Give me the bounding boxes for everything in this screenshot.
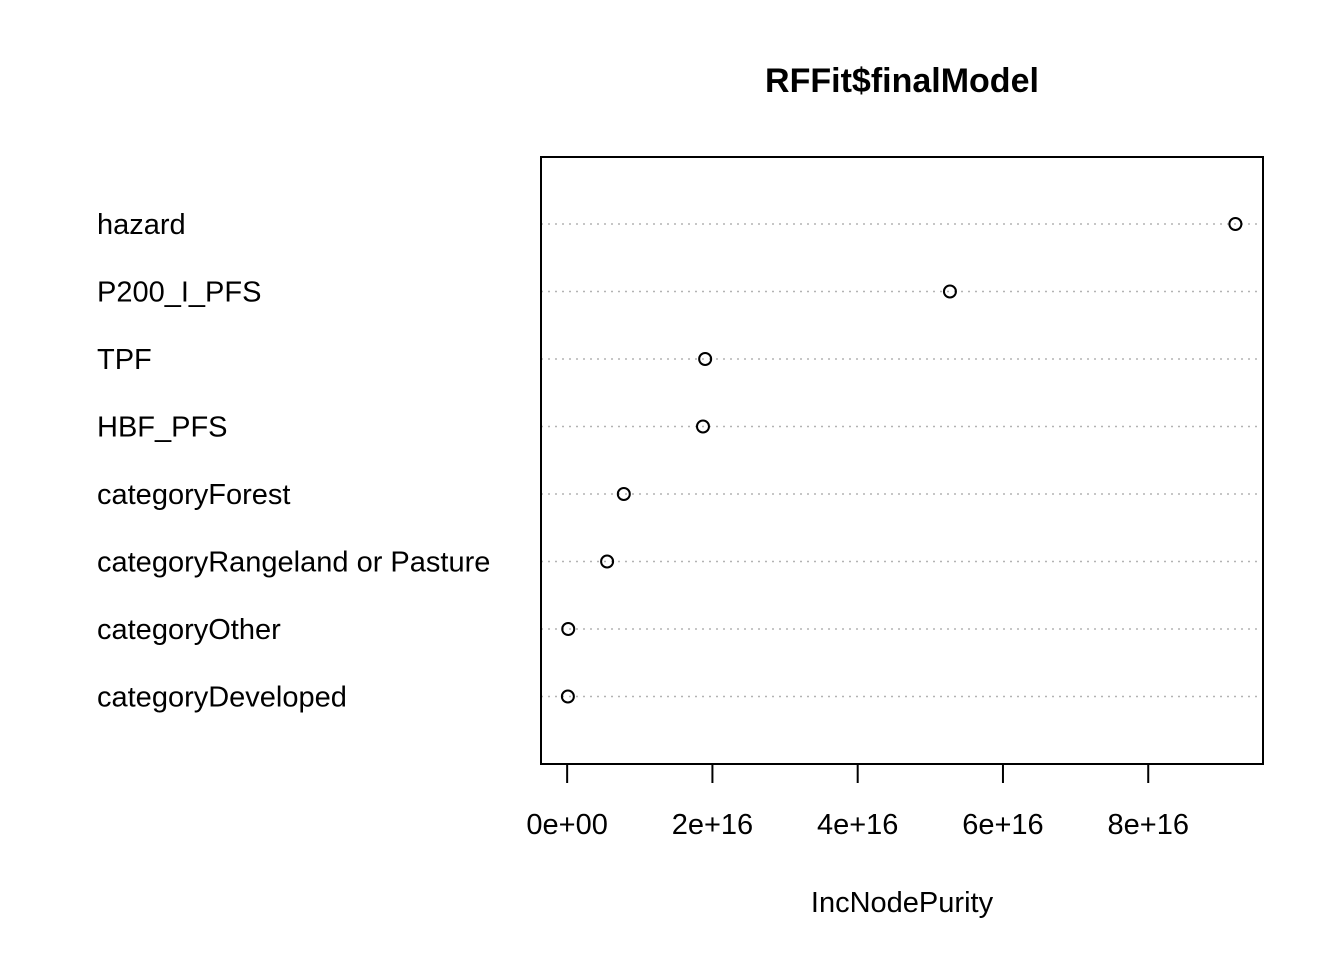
- x-axis: 0e+00 2e+16 4e+16 6e+16 8e+16: [526, 763, 1189, 841]
- data-points: [560, 217, 1243, 704]
- category-label: HBF_PFS: [97, 412, 228, 444]
- x-axis-label: IncNodePurity: [811, 887, 994, 919]
- x-tick-label: 4e+16: [817, 809, 898, 841]
- data-point: [698, 352, 713, 366]
- x-tick-label: 0e+00: [526, 809, 607, 841]
- data-point: [695, 419, 710, 434]
- category-label: categoryForest: [97, 479, 290, 511]
- x-tick-label: 2e+16: [672, 809, 753, 841]
- gridlines: [541, 223, 1263, 698]
- data-point: [561, 622, 576, 636]
- category-label: categoryOther: [97, 614, 281, 646]
- data-point: [560, 689, 575, 704]
- data-point: [616, 487, 631, 501]
- category-labels: hazard P200_I_PFS TPF HBF_PFS categoryForest…: [97, 209, 490, 714]
- data-point: [942, 284, 957, 299]
- category-label: TPF: [97, 344, 152, 376]
- x-tick-label: 8e+16: [1108, 809, 1189, 841]
- plot-frame: [540, 156, 1264, 765]
- category-label: categoryRangeland or Pasture: [97, 547, 490, 579]
- data-point: [1228, 217, 1243, 231]
- chart-title: RFFit$finalModel: [765, 62, 1039, 100]
- data-point: [600, 554, 615, 569]
- x-tick-label: 6e+16: [962, 809, 1043, 841]
- category-label: P200_I_PFS: [97, 277, 261, 309]
- category-label: categoryDeveloped: [97, 682, 347, 714]
- category-label: hazard: [97, 209, 186, 241]
